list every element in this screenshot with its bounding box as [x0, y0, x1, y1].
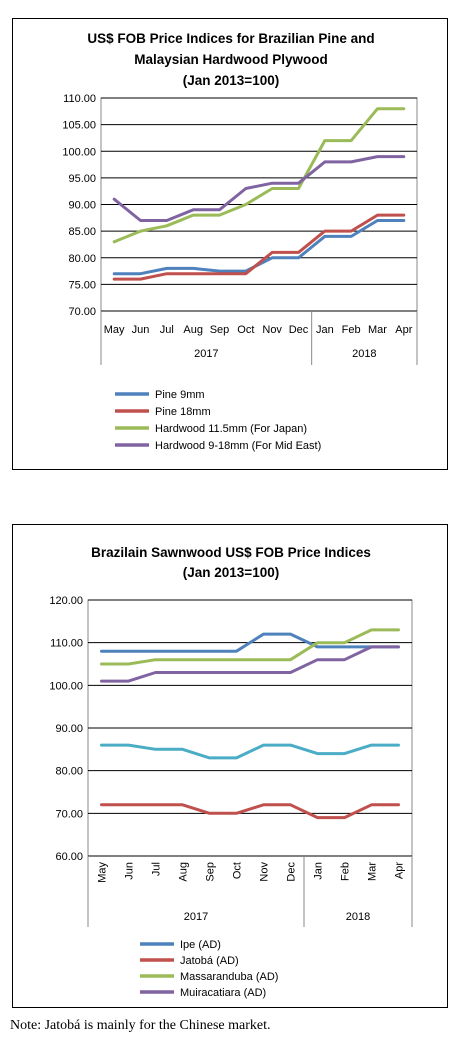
year-label: 2017 — [184, 911, 208, 923]
x-tick-label: Nov — [259, 862, 271, 882]
y-tick-label: 105.00 — [62, 120, 96, 132]
x-tick-label: Dec — [289, 324, 309, 336]
x-tick-label: Jul — [160, 324, 174, 336]
legend-label: Massaranduba (AD) — [180, 971, 278, 983]
x-tick-label: Oct — [237, 324, 254, 336]
x-tick-label: Jan — [313, 862, 325, 880]
year-label: 2018 — [346, 911, 370, 923]
x-tick-label: Oct — [232, 862, 244, 879]
legend-label: Ipe (AD) — [180, 939, 221, 951]
series-line — [112, 107, 406, 244]
x-tick-label: Jun — [124, 862, 136, 880]
legend-label: Muiracatiara (AD) — [180, 987, 266, 999]
legend-label: Hardwood 9-18mm (For Mid East) — [155, 440, 321, 452]
chart-title-line: Brazilain Sawnwood US$ FOB Price Indices — [91, 545, 371, 560]
x-tick-label: Nov — [262, 324, 282, 336]
plywood-chart: US$ FOB Price Indices for Brazilian Pine… — [62, 31, 418, 452]
footnote: Note: Jatobá is mainly for the Chinese m… — [10, 1018, 271, 1033]
sawnwood-chart: Brazilain Sawnwood US$ FOB Price Indices… — [49, 545, 413, 999]
x-tick-label: Apr — [395, 324, 412, 336]
year-label: 2017 — [194, 348, 218, 360]
chart-title-line: (Jan 2013=100) — [183, 73, 279, 88]
x-tick-label: Feb — [342, 324, 361, 336]
chart-title-line: (Jan 2013=100) — [183, 565, 279, 580]
y-tick-label: 75.00 — [68, 279, 96, 291]
chart-title-line: US$ FOB Price Indices for Brazilian Pine… — [87, 31, 374, 46]
y-tick-label: 90.00 — [68, 200, 96, 212]
chart-title-line: Malaysian Hardwood Plywood — [134, 52, 328, 67]
x-tick-label: Mar — [368, 324, 387, 336]
year-label: 2018 — [352, 348, 376, 360]
series-line — [100, 743, 400, 760]
y-tick-label: 95.00 — [68, 173, 96, 185]
x-tick-label: Mar — [367, 862, 379, 881]
x-tick-label: Apr — [394, 862, 406, 879]
sawnwood-chart-panel: Brazilain Sawnwood US$ FOB Price Indices… — [12, 524, 448, 1008]
y-tick-label: 70.00 — [68, 306, 96, 318]
x-tick-label: Jan — [316, 324, 334, 336]
series-line — [100, 803, 400, 820]
y-tick-label: 60.00 — [55, 851, 83, 863]
x-tick-label: May — [104, 324, 125, 336]
x-tick-label: Sep — [205, 862, 217, 882]
x-tick-label: May — [97, 862, 109, 883]
y-tick-label: 80.00 — [68, 253, 96, 265]
y-tick-label: 85.00 — [68, 226, 96, 238]
legend-label: Pine 9mm — [155, 389, 205, 401]
y-tick-label: 100.00 — [49, 680, 83, 692]
series-line — [112, 213, 406, 281]
y-tick-label: 110.00 — [63, 93, 96, 105]
x-tick-label: Feb — [340, 862, 352, 881]
x-tick-label: Aug — [183, 324, 203, 336]
legend-label: Pine 18mm — [155, 406, 211, 418]
series-line — [100, 645, 400, 683]
x-tick-label: Sep — [210, 324, 230, 336]
series-line — [100, 628, 400, 666]
y-tick-label: 80.00 — [55, 766, 83, 778]
series-line — [100, 632, 400, 653]
x-tick-label: Jun — [132, 324, 150, 336]
legend-label: Hardwood 11.5mm (For Japan) — [155, 423, 307, 435]
legend-label: Jatobá (AD) — [180, 955, 239, 967]
y-tick-label: 70.00 — [55, 808, 83, 820]
y-tick-label: 100.00 — [62, 146, 96, 158]
x-tick-label: Dec — [286, 862, 298, 882]
plywood-chart-panel: US$ FOB Price Indices for Brazilian Pine… — [12, 18, 448, 470]
y-tick-label: 110.00 — [50, 638, 83, 650]
y-tick-label: 120.00 — [49, 595, 83, 607]
y-tick-label: 90.00 — [55, 723, 83, 735]
series-line — [112, 155, 406, 222]
x-tick-label: Jul — [151, 862, 163, 876]
x-tick-label: Aug — [178, 862, 190, 882]
